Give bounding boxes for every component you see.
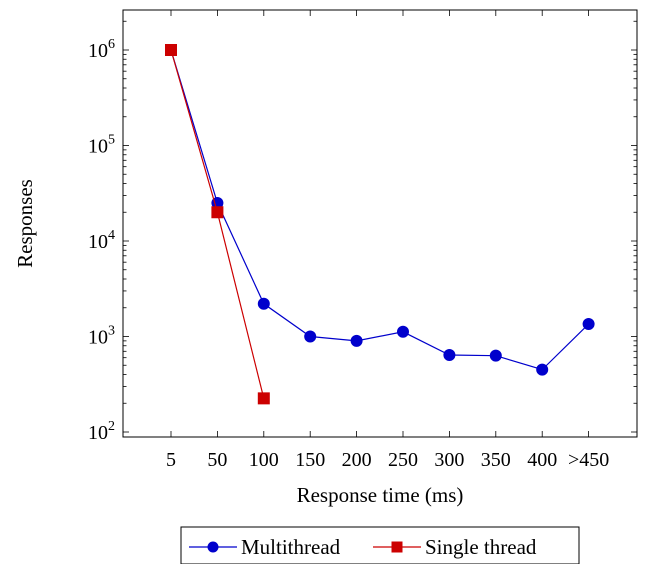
y-axis-title: Responses <box>13 179 37 268</box>
y-tick-base: 10 <box>88 136 108 158</box>
series-multithread <box>165 44 595 376</box>
y-tick-base: 10 <box>88 231 108 253</box>
x-tick-label: 400 <box>527 449 557 471</box>
data-point <box>165 44 177 56</box>
data-point <box>582 318 595 331</box>
x-tick-label: 250 <box>388 449 418 471</box>
y-tick-base: 10 <box>88 327 108 349</box>
x-tick-label: >450 <box>568 449 609 471</box>
x-axis-title: Response time (ms) <box>297 483 464 507</box>
x-tick-label: 50 <box>207 449 227 471</box>
legend-label: Single thread <box>425 535 537 559</box>
y-tick-label: 103 <box>88 324 115 349</box>
y-tick-exponent: 2 <box>108 419 115 434</box>
legend-marker <box>207 541 219 553</box>
data-point <box>257 392 270 405</box>
y-tick-label: 102 <box>88 419 115 444</box>
data-point <box>211 206 224 219</box>
data-point <box>350 334 363 347</box>
data-point <box>536 363 549 376</box>
data-point <box>397 325 409 338</box>
y-tick-base: 10 <box>88 40 108 62</box>
data-point <box>257 297 270 310</box>
y-tick-label: 105 <box>88 133 115 158</box>
series-layer <box>165 44 595 405</box>
series-line <box>170 49 265 399</box>
series-line <box>170 49 590 371</box>
y-tick-exponent: 6 <box>108 37 115 52</box>
y-tick-label: 106 <box>88 37 115 62</box>
y-tick-label: 104 <box>88 228 115 253</box>
data-point <box>304 330 317 343</box>
x-tick-label: 300 <box>434 449 464 471</box>
x-tick-label: 350 <box>481 449 511 471</box>
data-point <box>489 349 502 362</box>
legend-item: Single thread <box>373 535 537 559</box>
y-tick-exponent: 4 <box>108 228 115 243</box>
legend-marker <box>391 541 403 553</box>
y-tick-exponent: 5 <box>108 133 115 148</box>
series-single-thread <box>165 44 270 405</box>
legend-label: Multithread <box>241 535 341 559</box>
legend-item: Multithread <box>189 535 341 559</box>
data-point <box>443 349 456 362</box>
x-tick-label: 200 <box>342 449 372 471</box>
x-tick-label: 5 <box>166 449 176 471</box>
legend-frame <box>180 526 580 564</box>
plot-frame <box>122 9 638 438</box>
y-tick-exponent: 3 <box>108 324 115 339</box>
legend: Multithread Single thread <box>180 526 580 564</box>
y-tick-base: 10 <box>88 422 108 444</box>
x-tick-label: 150 <box>295 449 325 471</box>
x-tick-label: 100 <box>249 449 279 471</box>
